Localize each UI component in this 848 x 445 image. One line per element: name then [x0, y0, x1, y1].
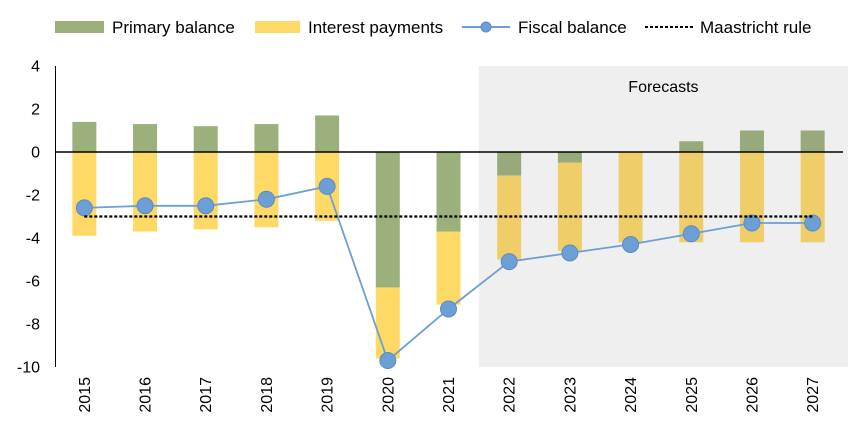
x-tick-label: 2018: [259, 377, 276, 413]
x-tick-label: 2019: [320, 377, 337, 413]
x-tick-label: 2023: [562, 377, 579, 413]
bar-interest-payments-2017: [193, 152, 218, 230]
y-tick-label: 4: [31, 59, 40, 76]
point-fiscal-balance-2021: [440, 300, 457, 318]
legend-swatch-primary-balance: [55, 21, 104, 33]
bar-primary-balance-2015: [72, 121, 97, 152]
point-fiscal-balance-2026: [743, 214, 761, 232]
bar-primary-balance-2022: [497, 152, 522, 176]
y-tick-label: -2: [26, 188, 40, 205]
bar-primary-balance-2025: [679, 141, 704, 152]
legend-swatch-fiscal-balance-marker: [480, 21, 492, 33]
bar-primary-balance-2016: [133, 124, 158, 152]
y-tick-label: 0: [31, 145, 40, 162]
legend-label-fiscal-balance: Fiscal balance: [518, 18, 627, 37]
bar-primary-balance-2027: [800, 130, 825, 152]
bar-primary-balance-2018: [254, 124, 279, 152]
forecast-label: Forecasts: [628, 79, 698, 96]
y-tick-label: -8: [26, 317, 40, 334]
x-tick-label: 2025: [684, 377, 701, 413]
bars: [72, 115, 825, 359]
bar-interest-payments-2015: [72, 152, 97, 236]
points-fiscal-balance: [75, 177, 822, 370]
point-fiscal-balance-2019: [318, 177, 336, 195]
bar-interest-payments-2020: [375, 287, 400, 359]
x-tick-label: 2020: [380, 377, 397, 413]
x-tick-label: 2022: [502, 377, 519, 413]
x-tick-label: 2024: [623, 377, 640, 413]
legend-label-primary-balance: Primary balance: [112, 18, 235, 37]
bar-interest-payments-2024: [618, 152, 643, 243]
point-fiscal-balance-2023: [561, 244, 579, 262]
bar-interest-payments-2021: [436, 231, 461, 305]
legend: Primary balance Interest payments Fiscal…: [55, 18, 811, 37]
point-fiscal-balance-2020: [379, 352, 397, 370]
bar-primary-balance-2026: [739, 130, 764, 152]
legend-label-maastricht-rule: Maastricht rule: [700, 18, 811, 37]
x-tick-labels: 2015 2016 2017 2018 2019 2020 2021 2022 2023 2024…: [77, 377, 822, 413]
point-fiscal-balance-2017: [197, 197, 215, 215]
bar-primary-balance-2023: [557, 152, 582, 163]
bar-interest-payments-2023: [557, 162, 582, 251]
bar-interest-payments-2018: [254, 152, 279, 228]
y-tick-label: -4: [26, 231, 40, 248]
point-fiscal-balance-2025: [682, 225, 700, 243]
x-tick-label: 2026: [744, 377, 761, 413]
x-tick-label: 2021: [441, 377, 458, 413]
point-fiscal-balance-2015: [75, 199, 93, 217]
point-fiscal-balance-2022: [500, 253, 518, 271]
point-fiscal-balance-2016: [136, 197, 154, 215]
x-tick-label: 2017: [198, 377, 215, 413]
x-tick-label: 2015: [77, 377, 94, 413]
point-fiscal-balance-2027: [804, 214, 822, 232]
forecast-shade: [478, 66, 848, 367]
y-tick-label: 2: [31, 102, 40, 119]
bar-primary-balance-2017: [193, 126, 218, 152]
point-fiscal-balance-2024: [622, 235, 640, 253]
x-tick-label: 2027: [805, 377, 822, 413]
y-tick-label: -10: [17, 360, 40, 377]
bar-primary-balance-2019: [315, 115, 340, 152]
y-tick-labels: 4 2 0 -2 -4 -6 -8 -10: [17, 59, 40, 377]
bar-primary-balance-2021: [436, 152, 461, 232]
y-tick-label: -6: [26, 274, 40, 291]
point-fiscal-balance-2018: [257, 190, 275, 208]
x-tick-label: 2016: [138, 377, 155, 413]
bar-primary-balance-2020: [375, 152, 400, 288]
legend-swatch-interest-payments: [255, 21, 300, 33]
bar-interest-payments-2016: [133, 152, 158, 232]
legend-label-interest-payments: Interest payments: [308, 18, 443, 37]
